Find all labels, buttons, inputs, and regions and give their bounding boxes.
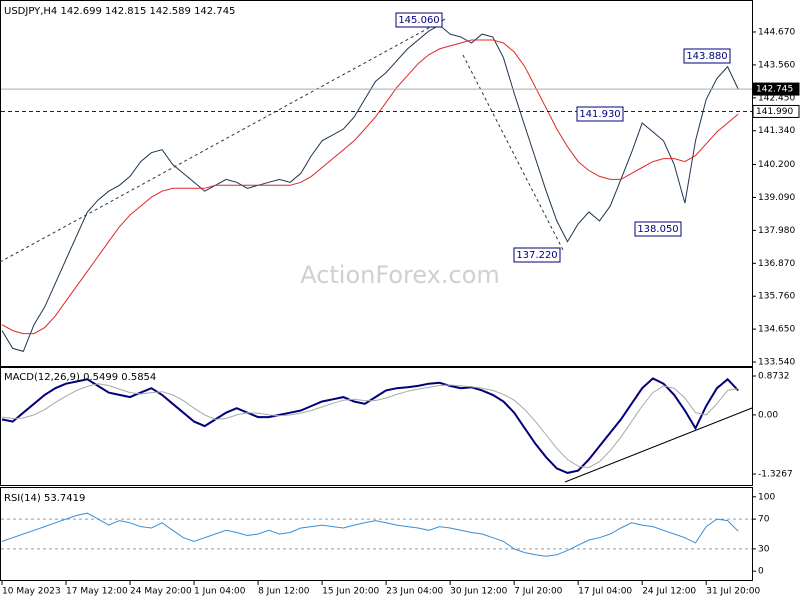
macd-title: MACD(12,26,9) 0.5499 0.5854 — [4, 372, 156, 383]
y-tick-label: 143.560 — [758, 60, 795, 70]
y-tick-label: 135.760 — [758, 292, 795, 302]
channel-line — [0, 17, 448, 263]
annotation: 145.060 — [398, 15, 439, 26]
x-tick-label: 24 Jul 12:00 — [642, 587, 696, 597]
annotation-box — [513, 247, 561, 263]
y-tick-label: 0.8732 — [758, 371, 790, 381]
y-tick-label: 137.980 — [758, 226, 795, 236]
y-tick-label: 30 — [758, 544, 770, 554]
x-tick-label: 10 May 2023 — [2, 587, 61, 597]
macd-trend-line — [564, 407, 753, 483]
annotation: 137.220 — [516, 250, 557, 261]
x-tick-label: 7 Jul 20:00 — [514, 587, 563, 597]
rsi-panel — [0, 487, 753, 581]
series-line — [1, 24, 739, 353]
y-tick-label: -1.3267 — [758, 470, 793, 480]
y-tick-label: 142.450 — [758, 93, 795, 103]
price-level-label: 142.745 — [756, 85, 793, 95]
x-tick-label: 17 Jul 04:00 — [578, 587, 632, 597]
x-tick-label: 8 Jun 12:00 — [258, 587, 310, 597]
annotation: 138.050 — [637, 224, 678, 235]
price-level-label: 141.990 — [756, 107, 793, 117]
x-tick-label: 30 Jun 12:00 — [450, 587, 507, 597]
annotation: 143.880 — [686, 51, 727, 62]
series-line — [1, 39, 739, 335]
price-level-box — [752, 104, 800, 118]
macd-panel — [0, 367, 753, 486]
y-tick-label: 134.650 — [758, 325, 795, 335]
annotation-box — [395, 12, 443, 28]
y-tick-label: 140.200 — [758, 160, 795, 170]
y-tick-label: 70 — [758, 515, 770, 525]
annotation-box — [576, 106, 624, 122]
y-tick-label: 0.00 — [758, 410, 778, 420]
rsi-title: RSI(14) 53.7419 — [4, 493, 85, 504]
y-tick-label: 144.670 — [758, 27, 795, 37]
y-tick-label: 0 — [758, 567, 764, 577]
y-tick-label: 133.540 — [758, 358, 795, 368]
x-tick-label: 15 Jun 20:00 — [322, 587, 379, 597]
series-line — [1, 512, 739, 557]
x-tick-label: 24 May 20:00 — [130, 587, 192, 597]
annotation-box — [634, 221, 682, 237]
y-tick-label: 139.090 — [758, 193, 795, 203]
series-line — [1, 383, 739, 469]
y-tick-label: 136.870 — [758, 259, 795, 269]
chart-title: USDJPY,H4 142.699 142.815 142.589 142.74… — [4, 6, 235, 17]
x-tick-label: 31 Jul 20:00 — [706, 587, 760, 597]
annotation: 141.930 — [579, 109, 620, 120]
y-tick-label: 100 — [758, 492, 775, 502]
watermark: ActionForex.com — [300, 261, 500, 289]
main-panel — [0, 0, 753, 367]
fib-line — [462, 54, 564, 251]
annotation-box — [683, 48, 731, 64]
x-tick-label: 17 May 12:00 — [66, 587, 128, 597]
x-tick-label: 1 Jun 04:00 — [194, 587, 246, 597]
price-level-box — [752, 82, 800, 96]
y-tick-label: 141.340 — [758, 126, 795, 136]
x-tick-label: 23 Jun 04:00 — [386, 587, 443, 597]
